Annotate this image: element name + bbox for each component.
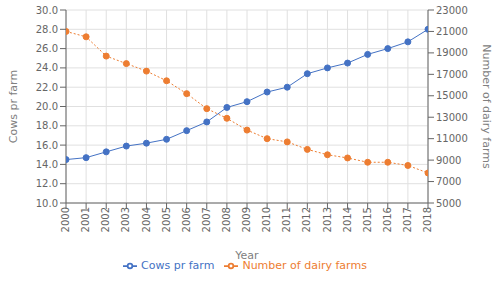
- svg-text:13000: 13000: [436, 112, 468, 123]
- svg-text:2012: 2012: [301, 207, 312, 232]
- svg-text:22.0: 22.0: [36, 82, 58, 93]
- svg-text:2001: 2001: [80, 207, 91, 232]
- svg-text:28.0: 28.0: [36, 24, 58, 35]
- svg-text:20.0: 20.0: [36, 101, 58, 112]
- svg-text:2013: 2013: [322, 207, 333, 232]
- svg-text:2000: 2000: [60, 207, 71, 232]
- svg-text:2008: 2008: [221, 207, 232, 232]
- html-text:Cows pr farm: Cows pr farm: [141, 259, 215, 272]
- svg-text:2007: 2007: [201, 207, 212, 232]
- html-text:Number of dairy farms: Number of dairy farms: [242, 259, 367, 272]
- svg-text:17000: 17000: [436, 69, 468, 80]
- svg-text:14.0: 14.0: [36, 159, 58, 170]
- svg-text:2005: 2005: [161, 207, 172, 232]
- svg-text:21000: 21000: [436, 26, 468, 37]
- svg-text:23000: 23000: [436, 5, 468, 16]
- svg-text:2006: 2006: [181, 207, 192, 232]
- svg-text:5000: 5000: [436, 198, 461, 209]
- svg-text:24.0: 24.0: [36, 62, 58, 73]
- svg-text:2014: 2014: [342, 207, 353, 232]
- svg-text:2016: 2016: [382, 207, 393, 232]
- svg-text:Number of dairy farms: Number of dairy farms: [480, 44, 492, 169]
- svg-text:Cows pr farm: Cows pr farm: [8, 70, 20, 143]
- svg-text:26.0: 26.0: [36, 43, 58, 54]
- svg-text:2018: 2018: [422, 207, 433, 232]
- svg-text:2009: 2009: [241, 207, 252, 232]
- svg-text:2015: 2015: [362, 207, 373, 232]
- svg-text:2004: 2004: [141, 207, 152, 232]
- svg-text:2002: 2002: [100, 207, 111, 232]
- svg-text:2011: 2011: [281, 207, 292, 232]
- svg-text:15000: 15000: [436, 90, 468, 101]
- svg-text:9000: 9000: [436, 155, 461, 166]
- svg-text:10.0: 10.0: [36, 198, 58, 209]
- svg-text:Year: Year: [234, 249, 259, 262]
- svg-text:19000: 19000: [436, 47, 468, 58]
- svg-text:18.0: 18.0: [36, 120, 58, 131]
- svg-text:2017: 2017: [402, 207, 413, 232]
- svg-text:12.0: 12.0: [36, 178, 58, 189]
- svg-text:11000: 11000: [436, 133, 468, 144]
- svg-text:2003: 2003: [120, 207, 131, 232]
- svg-text:16.0: 16.0: [36, 140, 58, 151]
- svg-text:30.0: 30.0: [36, 5, 58, 16]
- svg-text:2010: 2010: [261, 207, 272, 232]
- svg-text:7000: 7000: [436, 176, 461, 187]
